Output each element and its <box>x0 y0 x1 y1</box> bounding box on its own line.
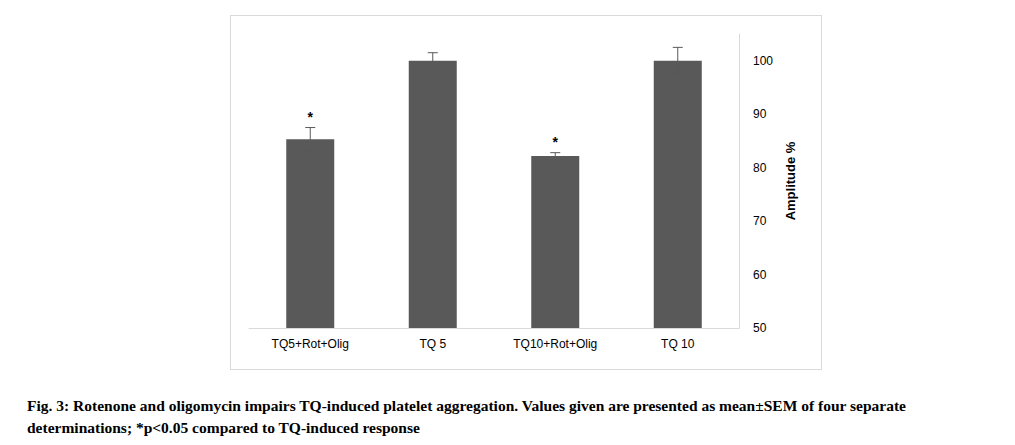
svg-text:90: 90 <box>753 107 767 121</box>
svg-text:TQ 10: TQ 10 <box>661 337 695 351</box>
svg-text:70: 70 <box>753 214 767 228</box>
svg-text:80: 80 <box>753 161 767 175</box>
html-text:Fig. 3: Rotenone and oligomyci: Fig. 3: Rotenone and oligomycin impairs … <box>27 397 906 436</box>
svg-text:TQ 5: TQ 5 <box>419 337 446 351</box>
svg-text:*: * <box>553 134 559 150</box>
svg-text:TQ5+Rot+Olig: TQ5+Rot+Olig <box>272 337 349 351</box>
svg-text:*: * <box>308 109 314 125</box>
svg-text:50: 50 <box>753 321 767 335</box>
svg-text:Amplitude %: Amplitude % <box>783 141 798 220</box>
svg-text:TQ10+Rot+Olig: TQ10+Rot+Olig <box>513 337 597 351</box>
svg-text:100: 100 <box>753 54 773 68</box>
svg-text:60: 60 <box>753 268 767 282</box>
